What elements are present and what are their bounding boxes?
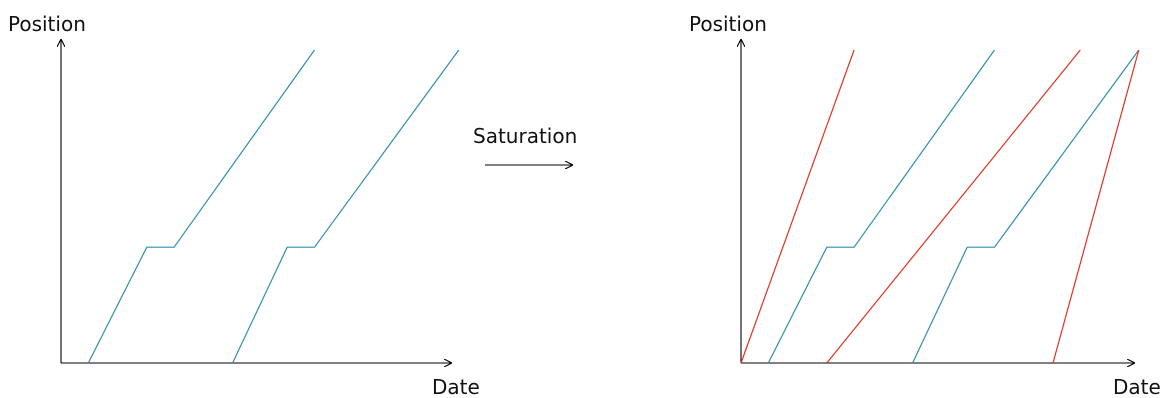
y-axis-label: Position bbox=[8, 12, 86, 36]
original-trajectory-4 bbox=[912, 49, 1140, 364]
x-axis-label: Date bbox=[432, 375, 480, 398]
trajectories-after bbox=[740, 49, 1140, 364]
x-axis-label: Date bbox=[1113, 375, 1161, 398]
added-trajectory-5 bbox=[1052, 49, 1140, 364]
panel-before: Position Date bbox=[8, 12, 480, 398]
added-trajectory-1 bbox=[740, 49, 855, 364]
original-trajectory-1 bbox=[87, 49, 315, 364]
original-trajectory-2 bbox=[232, 49, 460, 364]
y-axis-label: Position bbox=[689, 12, 767, 36]
transform-label: Saturation bbox=[473, 124, 577, 148]
original-trajectory-2 bbox=[767, 49, 995, 364]
saturation-transform: Saturation bbox=[473, 124, 577, 165]
trajectories-before bbox=[87, 49, 460, 364]
added-trajectory-3 bbox=[826, 49, 1081, 364]
panel-after: Position Date bbox=[689, 12, 1161, 398]
